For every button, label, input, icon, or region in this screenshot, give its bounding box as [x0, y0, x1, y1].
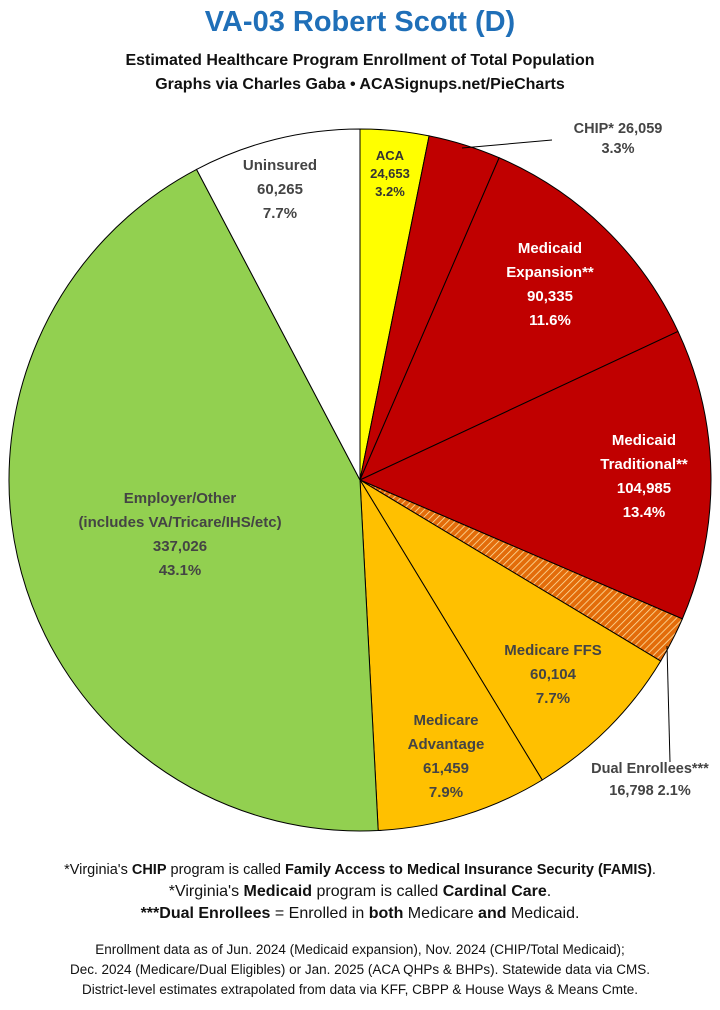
- pie-chart: ACA 24,653 3.2% CHIP* 26,059 3.3% Medicaid Exp…: [8, 121, 712, 832]
- slice-label-6: Medicare Advantage 61,459 7.9%: [408, 712, 485, 801]
- footnote-medicaid: *Virginia's Medicaid program is called C…: [168, 883, 552, 900]
- slice-label-2: Medicaid Expansion** 90,335 11.6%: [506, 240, 594, 329]
- slice-label-0: ACA 24,653 3.2%: [370, 148, 410, 199]
- source-note-line-2: Dec. 2024 (Medicare/Dual Eligibles) or J…: [70, 962, 650, 977]
- leader-line-4: [666, 645, 671, 763]
- pie-slice-8: [195, 128, 361, 481]
- footnote-chip: *Virginia's CHIP program is called Famil…: [64, 862, 656, 878]
- pie-slice-3: [358, 330, 712, 620]
- slice-label-5: Medicare FFS 60,104 7.7%: [504, 642, 602, 707]
- slice-label-8: Uninsured 60,265 7.7%: [243, 157, 317, 222]
- pie-slice-5: [359, 479, 662, 781]
- footnote-dual-enrollees: ***Dual Enrollees = Enrolled in both Med…: [140, 905, 580, 922]
- slice-label-3: Medicaid Traditional** 104,985 13.4%: [600, 432, 688, 521]
- pie-slice-7: [8, 168, 379, 832]
- chart-credit: Graphs via Charles Gaba • ACASignups.net…: [155, 76, 565, 93]
- pie-slice-6: [359, 479, 543, 832]
- chart-title: VA-03 Robert Scott (D): [204, 6, 516, 38]
- source-note-line-3: District-level estimates extrapolated fr…: [82, 982, 638, 997]
- slice-label-4: Dual Enrollees*** 16,798 2.1%: [591, 761, 709, 799]
- chart-subtitle: Estimated Healthcare Program Enrollment …: [125, 52, 595, 69]
- slice-label-1: CHIP* 26,059 3.3%: [574, 121, 663, 157]
- source-note-line-1: Enrollment data as of Jun. 2024 (Medicai…: [95, 942, 625, 957]
- pie-slice-2: [359, 157, 679, 482]
- slice-label-7: Employer/Other (includes VA/Tricare/IHS/e…: [78, 490, 281, 579]
- leader-line-1: [461, 139, 553, 149]
